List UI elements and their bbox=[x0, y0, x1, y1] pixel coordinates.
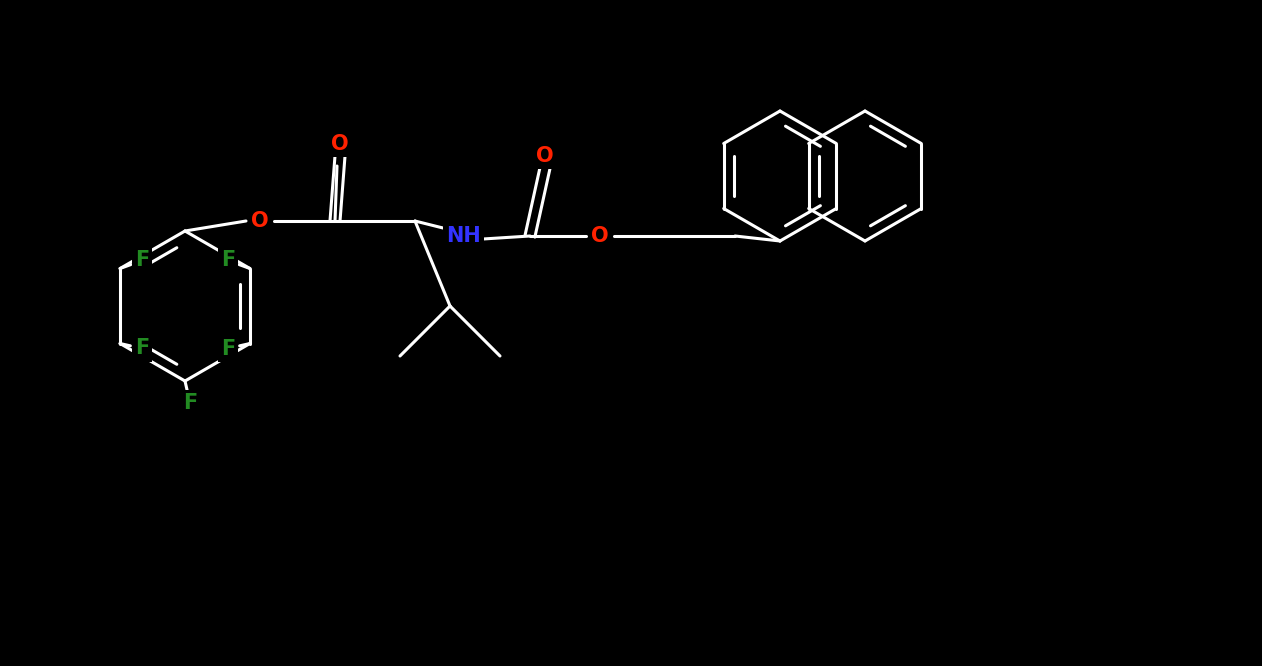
Text: O: O bbox=[536, 146, 554, 166]
Text: NH: NH bbox=[445, 226, 481, 246]
Text: F: F bbox=[135, 338, 149, 358]
Text: F: F bbox=[183, 393, 197, 413]
Text: O: O bbox=[331, 134, 348, 154]
Text: O: O bbox=[251, 211, 269, 231]
Text: F: F bbox=[221, 250, 235, 270]
Text: F: F bbox=[135, 250, 149, 270]
Text: O: O bbox=[591, 226, 608, 246]
Text: F: F bbox=[221, 338, 235, 358]
